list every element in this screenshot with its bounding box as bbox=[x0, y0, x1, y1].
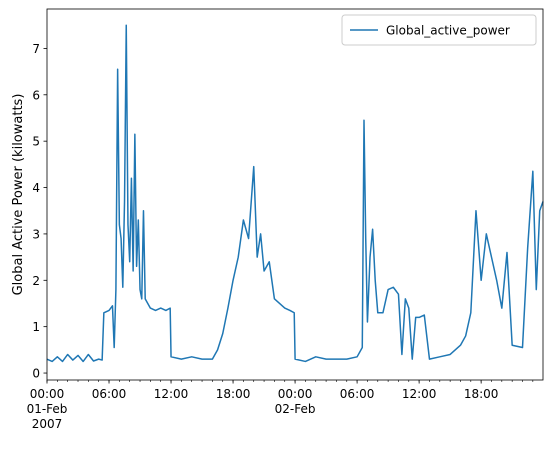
x-tick-label: 00:00 bbox=[278, 387, 313, 401]
y-tick-label: 1 bbox=[32, 320, 40, 334]
y-tick-label: 5 bbox=[32, 135, 40, 149]
x-tick-label: 01-Feb bbox=[27, 402, 68, 416]
x-tick-label: 02-Feb bbox=[275, 402, 316, 416]
y-tick-label: 0 bbox=[32, 367, 40, 381]
y-tick-label: 3 bbox=[32, 227, 40, 241]
x-tick-label: 18:00 bbox=[464, 387, 499, 401]
legend-label: Global_active_power bbox=[386, 24, 510, 38]
x-tick-label: 12:00 bbox=[402, 387, 437, 401]
x-tick-label: 18:00 bbox=[216, 387, 251, 401]
y-tick-label: 6 bbox=[32, 88, 40, 102]
x-tick-label: 00:00 bbox=[30, 387, 65, 401]
x-tick-label: 06:00 bbox=[340, 387, 375, 401]
x-tick-label: 06:00 bbox=[92, 387, 127, 401]
legend: Global_active_power bbox=[342, 15, 536, 45]
y-tick-label: 4 bbox=[32, 181, 40, 195]
y-axis-label: Global Active Power (kilowatts) bbox=[11, 94, 26, 296]
y-tick-label: 7 bbox=[32, 42, 40, 56]
x-tick-label: 2007 bbox=[32, 417, 63, 431]
x-tick-label: 12:00 bbox=[154, 387, 189, 401]
y-axis: 0 1 2 3 4 5 6 7 bbox=[32, 42, 47, 381]
y-tick-label: 2 bbox=[32, 274, 40, 288]
